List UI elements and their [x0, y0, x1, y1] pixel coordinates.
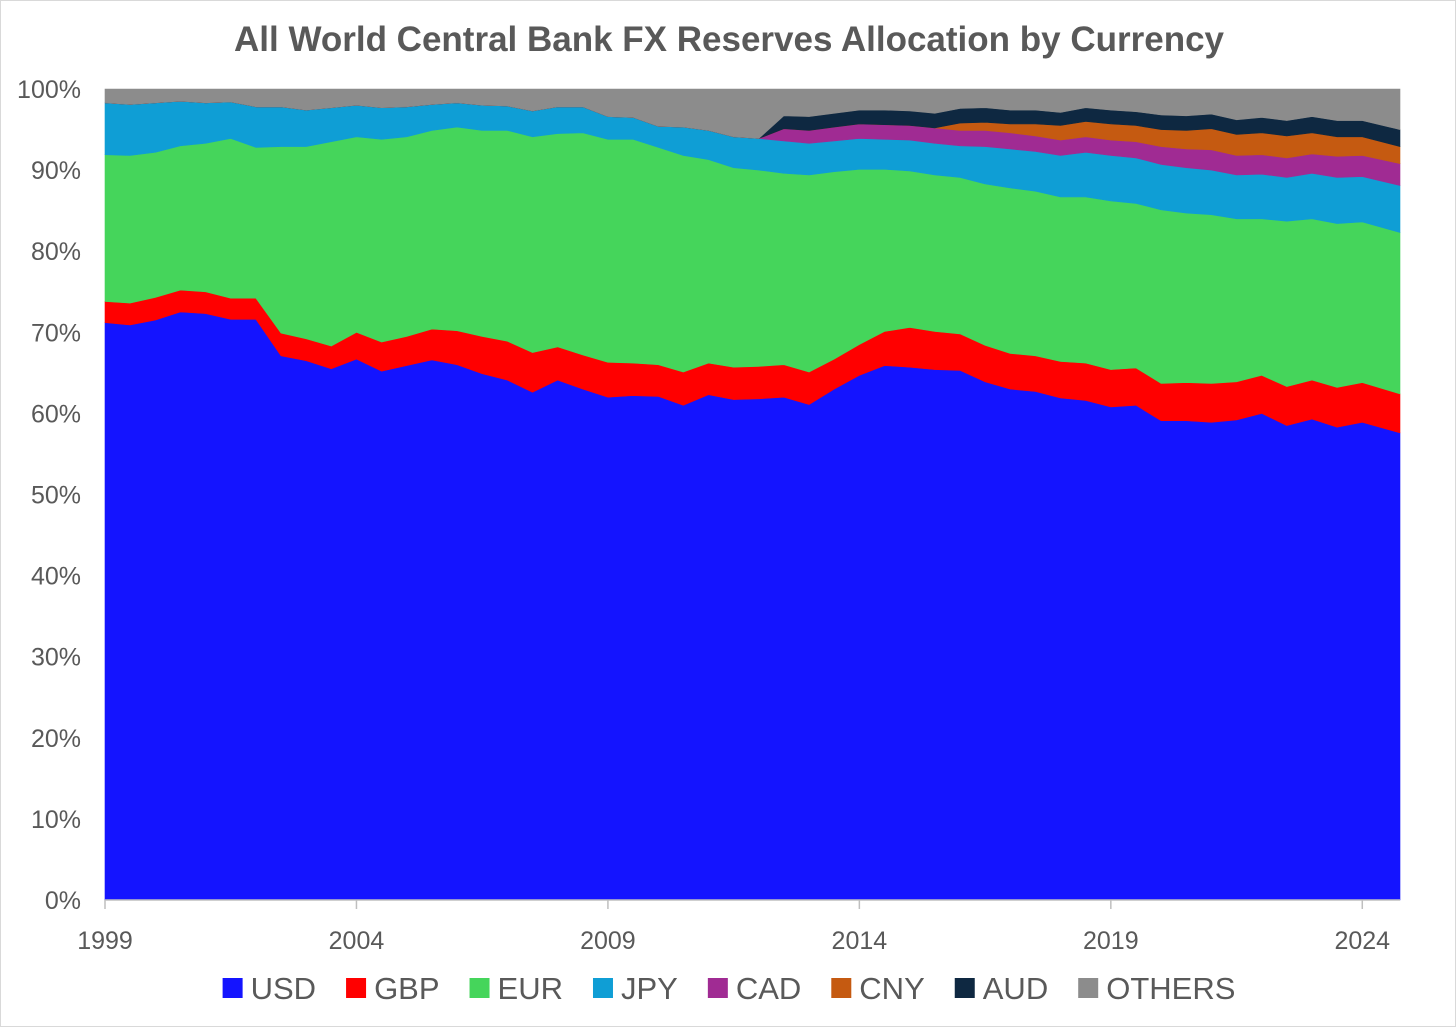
legend-item-cny: CNY [831, 971, 925, 1006]
chart-title: All World Central Bank FX Reserves Alloc… [234, 20, 1225, 59]
legend-swatch [831, 978, 852, 998]
y-axis-ticks: 0% 10% 20% 30% 40% 50% 60% 70% 80% 90% 100% [17, 76, 81, 915]
legend-label: GBP [374, 971, 439, 1006]
legend-item-gbp: GBP [346, 971, 440, 1006]
x-tick-label: 2009 [580, 927, 636, 955]
y-tick-label: 70% [31, 319, 81, 347]
legend-label: EUR [498, 971, 563, 1006]
legend-swatch [469, 978, 490, 998]
x-axis-ticks: 1999 2004 2009 2014 2019 2024 [77, 900, 1390, 955]
x-tick-label: 2024 [1334, 927, 1390, 955]
legend-label: OTHERS [1106, 971, 1235, 1006]
y-tick-label: 10% [31, 806, 81, 834]
y-tick-label: 80% [31, 238, 81, 266]
legend-label: CNY [859, 971, 924, 1006]
x-tick-label: 1999 [77, 927, 133, 955]
y-tick-label: 50% [31, 482, 81, 510]
legend: USD GBP EUR JPY CAD CNY AUD OTHERS [222, 971, 1235, 1006]
legend-label: JPY [621, 971, 678, 1006]
y-tick-label: 0% [45, 887, 81, 915]
legend-item-cad: CAD [707, 971, 801, 1006]
legend-item-usd: USD [222, 971, 316, 1006]
legend-swatch [707, 978, 728, 998]
legend-item-jpy: JPY [592, 971, 678, 1006]
x-tick-label: 2014 [832, 927, 888, 955]
legend-swatch [592, 978, 613, 998]
legend-item-others: OTHERS [1078, 971, 1235, 1006]
y-tick-label: 100% [17, 76, 81, 104]
y-tick-label: 60% [31, 400, 81, 428]
x-tick-label: 2004 [329, 927, 385, 955]
legend-label: USD [251, 971, 316, 1006]
legend-label: CAD [736, 971, 801, 1006]
legend-swatch [222, 978, 243, 998]
y-tick-label: 40% [31, 563, 81, 591]
legend-swatch [954, 978, 975, 998]
stacked-areas [104, 88, 1401, 901]
area-others [104, 88, 1401, 139]
legend-swatch [346, 978, 367, 998]
legend-item-eur: EUR [469, 971, 563, 1006]
legend-label: AUD [983, 971, 1048, 1006]
legend-swatch [1078, 978, 1099, 998]
x-tick-label: 2019 [1083, 927, 1139, 955]
y-tick-label: 30% [31, 644, 81, 672]
y-tick-label: 90% [31, 157, 81, 185]
legend-item-aud: AUD [954, 971, 1048, 1006]
y-tick-label: 20% [31, 725, 81, 753]
